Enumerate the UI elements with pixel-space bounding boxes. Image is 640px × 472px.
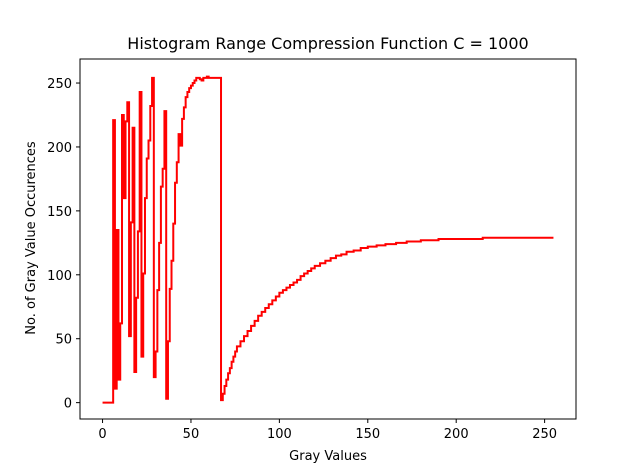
x-tick-label: 150 [355,427,380,442]
y-axis-label: No. of Gray Value Occurences [24,141,39,335]
x-tick-label: 250 [532,427,557,442]
chart-title: Histogram Range Compression Function C =… [127,34,528,53]
x-axis-label: Gray Values [289,449,367,464]
axes-frame [79,58,577,420]
y-tick-label: 200 [47,141,72,156]
x-tick-label: 100 [267,427,292,442]
series-line-0 [102,75,554,404]
x-tick-label: 200 [444,427,469,442]
y-tick-label: 100 [47,269,72,284]
y-tick-label: 250 [47,77,72,92]
x-tick-label: 0 [98,427,106,442]
x-tick-label: 50 [183,427,200,442]
y-tick-label: 0 [64,397,72,412]
y-tick-label: 50 [55,333,72,348]
y-tick-label: 150 [47,205,72,220]
